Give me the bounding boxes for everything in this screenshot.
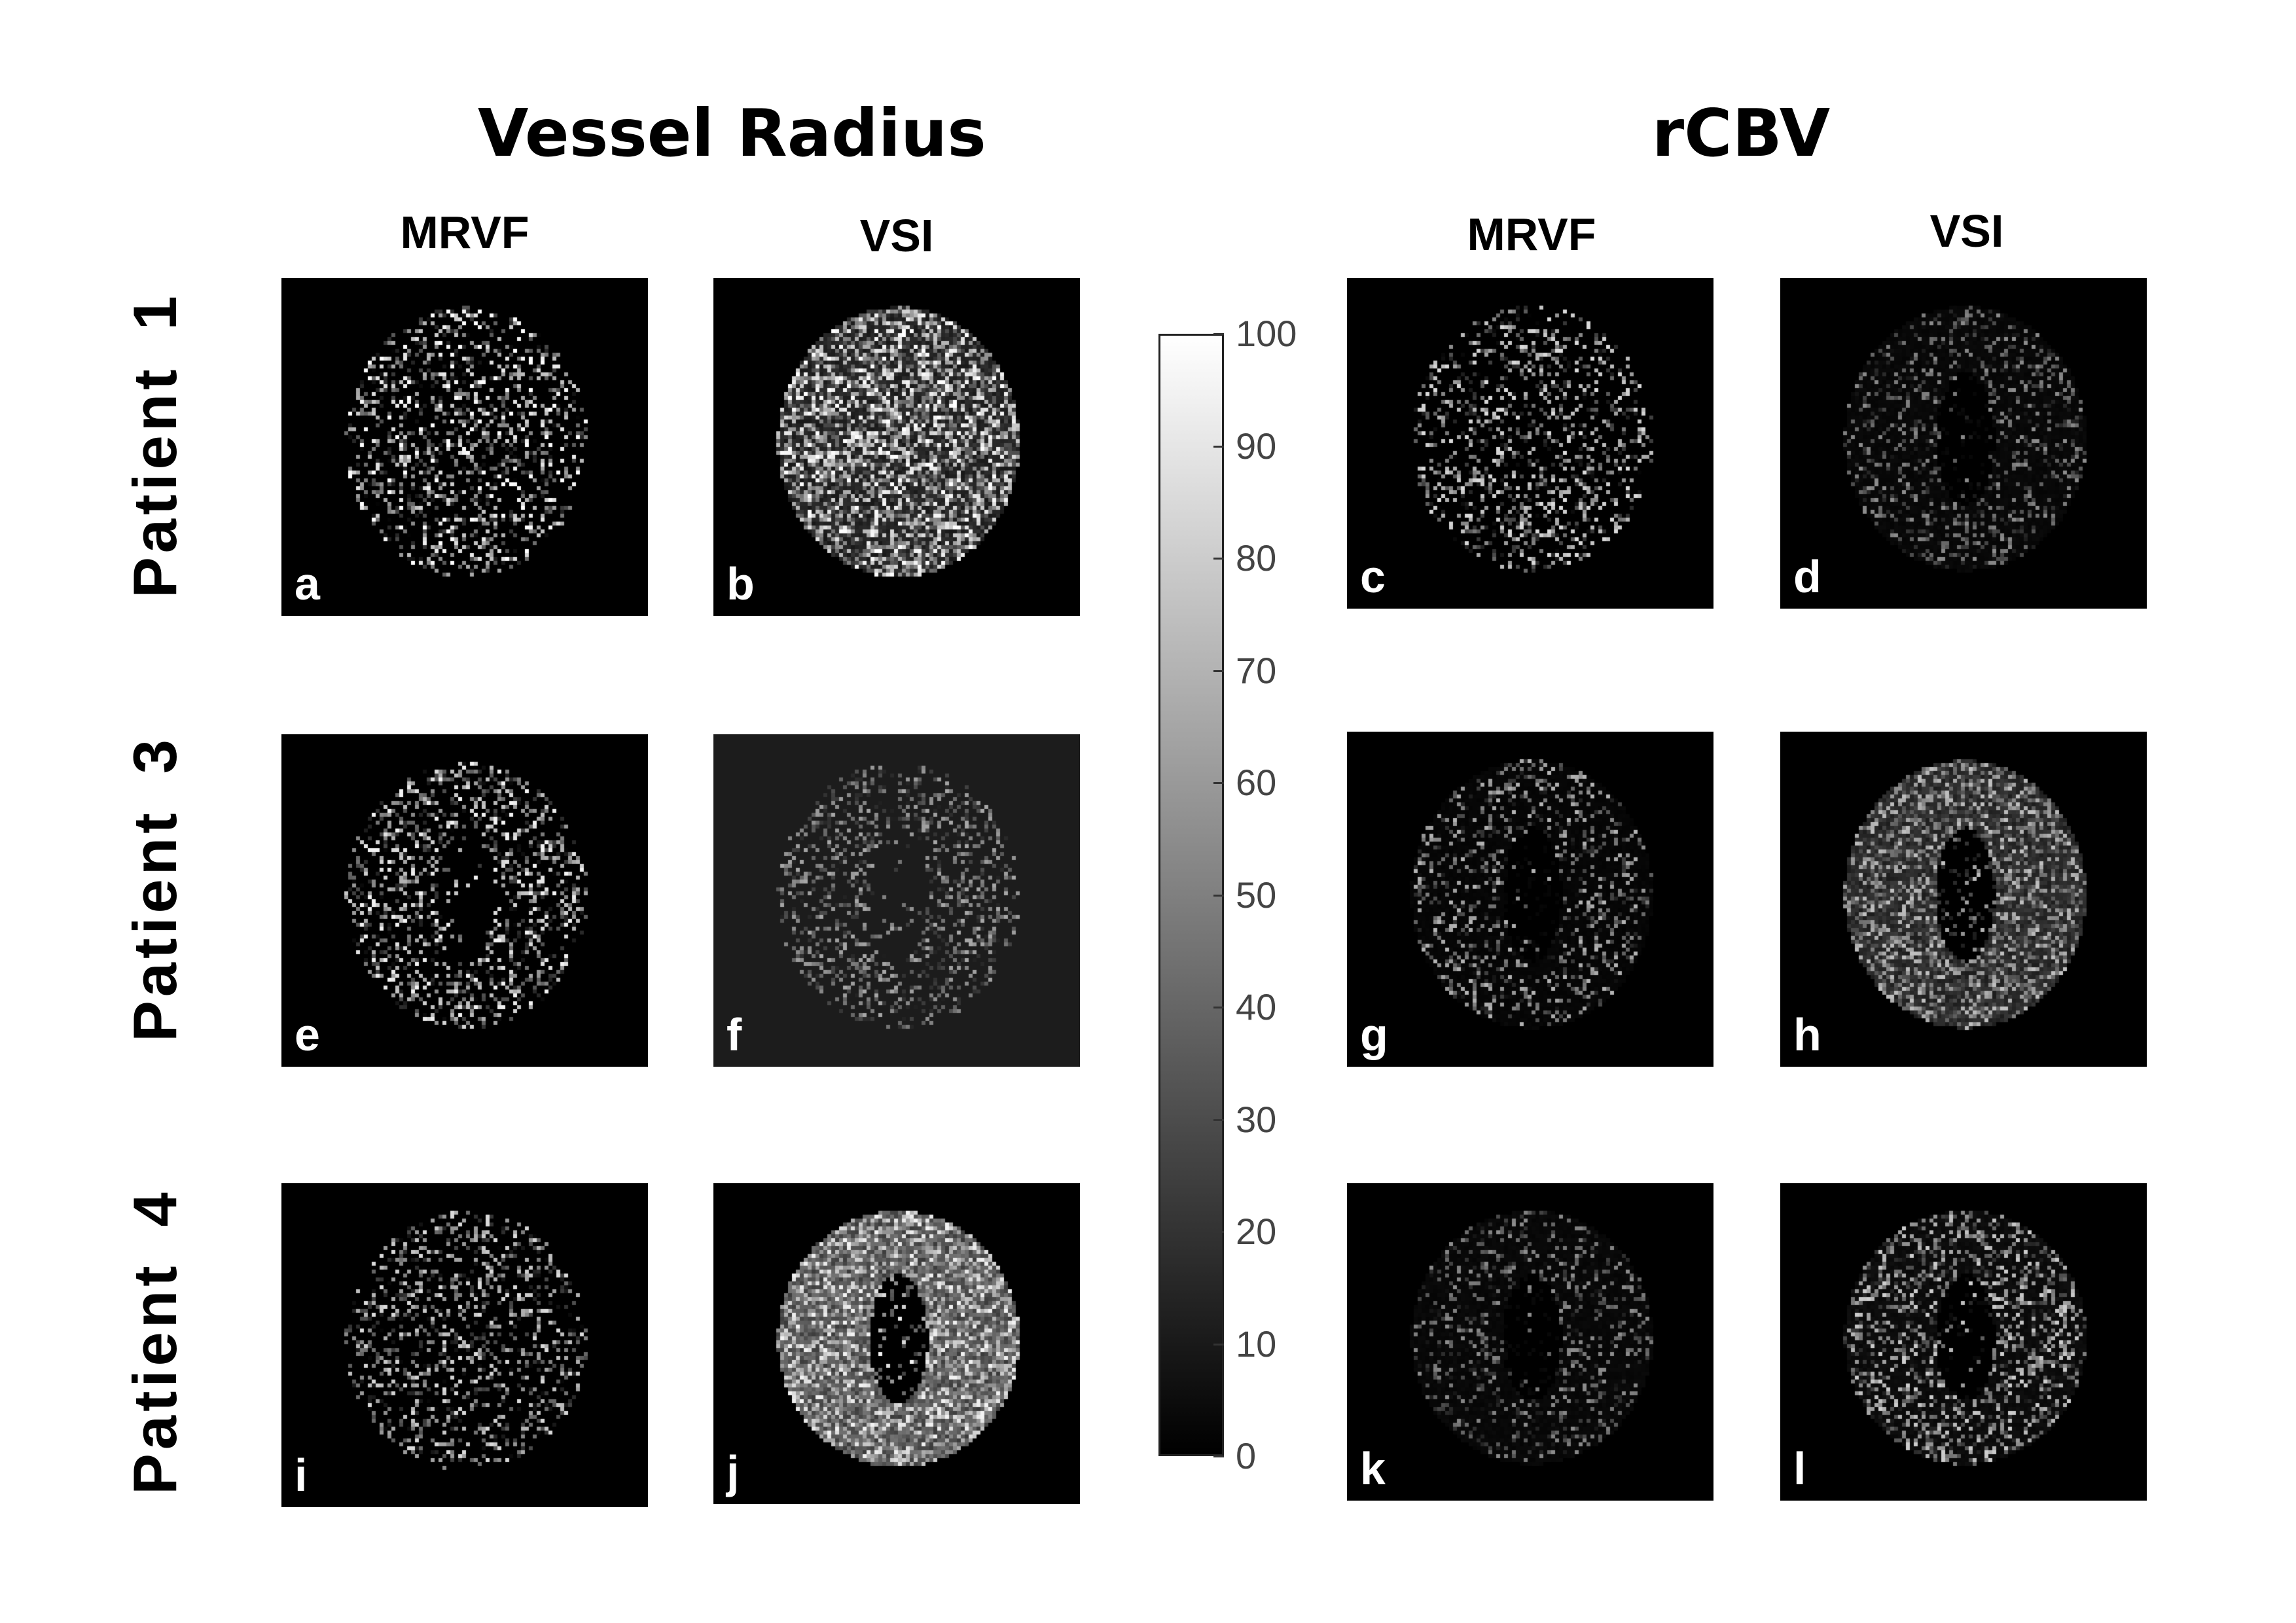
colorbar-tick-mark	[1213, 1007, 1224, 1008]
colorbar-tick-mark	[1213, 669, 1224, 672]
colorbar-tick-mark	[1213, 894, 1224, 897]
brain-map-image	[1780, 1183, 2147, 1501]
brain-map-panel-a: a	[281, 278, 648, 616]
brain-map-image	[281, 278, 648, 616]
brain-map-panel-c: c	[1347, 278, 1713, 609]
panel-letter: i	[295, 1450, 308, 1501]
colorbar-tick-mark	[1213, 1455, 1224, 1457]
panel-letter: h	[1793, 1009, 1821, 1060]
colorbar-tick-label: 90	[1236, 425, 1277, 467]
row-label-patient-4: Patient 4	[120, 1188, 189, 1495]
brain-map-image	[1780, 278, 2147, 609]
column-title-mrvf-2: MRVF	[1467, 209, 1596, 260]
brain-map-panel-g: g	[1347, 732, 1713, 1067]
panel-letter: l	[1793, 1443, 1806, 1494]
panel-letter: g	[1360, 1009, 1388, 1060]
colorbar-tick-label: 20	[1236, 1211, 1277, 1252]
row-label-patient-3: Patient 3	[120, 736, 189, 1042]
brain-map-image	[281, 1183, 648, 1507]
brain-map-image	[713, 1183, 1080, 1504]
colorbar-tick-label: 10	[1236, 1323, 1277, 1364]
panel-letter: j	[726, 1446, 740, 1497]
colorbar-tick-label: 80	[1236, 537, 1277, 579]
brain-map-image	[1347, 732, 1713, 1067]
colorbar-tick-mark	[1213, 333, 1224, 335]
brain-map-image	[713, 734, 1080, 1067]
colorbar-tick-label: 50	[1236, 874, 1277, 916]
column-title-mrvf-1: MRVF	[400, 207, 529, 258]
panel-letter: d	[1793, 551, 1821, 602]
colorbar-tick-label: 60	[1236, 762, 1277, 803]
brain-map-panel-l: l	[1780, 1183, 2147, 1501]
colorbar-tick-mark	[1213, 782, 1224, 784]
panel-letter: f	[726, 1009, 742, 1060]
colorbar-tick-mark	[1213, 1118, 1224, 1121]
brain-map-panel-k: k	[1347, 1183, 1713, 1501]
colorbar-tick-mark	[1213, 558, 1224, 560]
column-title-vsi-1: VSI	[859, 210, 934, 261]
brain-map-image	[281, 734, 648, 1067]
brain-map-panel-d: d	[1780, 278, 2147, 609]
group-title-rcbv: rCBV	[1651, 95, 1831, 171]
brain-map-panel-b: b	[713, 278, 1080, 616]
colorbar-tick-label: 30	[1236, 1098, 1277, 1140]
colorbar-tick-mark	[1213, 1231, 1224, 1233]
colorbar-tick-label: 100	[1236, 313, 1297, 354]
colorbar-tick-label: 40	[1236, 986, 1277, 1027]
colorbar	[1158, 334, 1224, 1456]
brain-map-panel-e: e	[281, 734, 648, 1067]
brain-map-image	[713, 278, 1080, 616]
panel-letter: e	[295, 1009, 320, 1060]
panel-letter: b	[726, 558, 755, 609]
colorbar-tick-label: 70	[1236, 649, 1277, 691]
row-label-patient-1: Patient 1	[120, 292, 189, 598]
brain-map-image	[1780, 732, 2147, 1067]
panel-letter: k	[1360, 1443, 1386, 1494]
brain-map-panel-h: h	[1780, 732, 2147, 1067]
brain-map-panel-f: f	[713, 734, 1080, 1067]
panel-letter: c	[1360, 551, 1386, 602]
brain-map-panel-j: j	[713, 1183, 1080, 1504]
colorbar-tick-label: 0	[1236, 1435, 1257, 1476]
panel-letter: a	[295, 558, 320, 609]
colorbar-tick-mark	[1213, 1343, 1224, 1346]
brain-map-image	[1347, 278, 1713, 609]
group-title-vessel-radius: Vessel Radius	[478, 95, 986, 171]
brain-map-panel-i: i	[281, 1183, 648, 1507]
colorbar-tick-mark	[1213, 445, 1224, 448]
column-title-vsi-2: VSI	[1929, 205, 2004, 257]
brain-map-image	[1347, 1183, 1713, 1501]
